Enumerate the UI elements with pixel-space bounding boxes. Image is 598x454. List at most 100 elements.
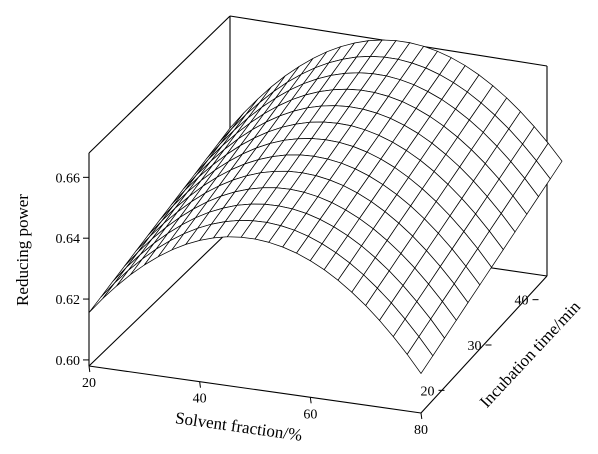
surface-cell xyxy=(273,66,300,92)
surface-cell xyxy=(367,135,393,160)
surface-cell xyxy=(187,164,213,193)
surface-cell xyxy=(245,86,272,115)
surface-cell xyxy=(310,243,336,270)
surface-cell xyxy=(442,283,468,321)
surface-cell xyxy=(208,130,235,160)
surface-cell xyxy=(203,161,229,186)
surface-cell xyxy=(193,185,219,209)
surface-cell xyxy=(262,171,289,188)
surface-cell xyxy=(268,225,295,247)
surface-cell xyxy=(189,170,215,197)
surface-cell xyxy=(337,106,363,126)
surface-cell xyxy=(250,187,277,205)
surface-cell xyxy=(183,212,210,234)
surface-cell xyxy=(220,114,246,144)
surface-cell xyxy=(165,201,192,228)
surface-cell xyxy=(455,92,482,120)
surface-cell xyxy=(404,108,430,134)
surface-cell xyxy=(327,142,354,164)
surface-cell xyxy=(457,120,484,150)
surface-cell xyxy=(439,57,466,83)
surface-cell xyxy=(214,145,241,171)
surface-cell xyxy=(268,111,294,132)
y-tick-label: 20 xyxy=(421,384,435,399)
surface-cell xyxy=(393,319,419,355)
surface-cell xyxy=(236,107,262,134)
surface-cell xyxy=(167,209,194,234)
surface-cell xyxy=(179,193,206,218)
surface-cell xyxy=(159,190,186,221)
y-axis-label: Incubation time/min xyxy=(476,297,585,411)
surface-cell xyxy=(161,192,188,222)
surface-cell xyxy=(331,57,357,76)
z-tick-label: 0.64 xyxy=(56,232,81,247)
surface-cell xyxy=(263,90,290,114)
surface-cell xyxy=(357,176,383,202)
surface-cell xyxy=(342,40,369,60)
surface-cell xyxy=(279,95,306,116)
surface-cell xyxy=(147,205,174,236)
surface-cell xyxy=(219,164,245,186)
surface-cell xyxy=(384,40,410,60)
surface-cell xyxy=(266,99,292,123)
surface-cell xyxy=(241,220,267,239)
surface-cell xyxy=(536,143,562,179)
surface-cell xyxy=(416,91,442,117)
surface-cell xyxy=(244,143,271,164)
surface-cell xyxy=(197,208,224,229)
x-tick-label: 20 xyxy=(82,376,96,391)
surface-cell xyxy=(250,98,276,123)
surface-cell xyxy=(295,106,322,125)
surface-cell xyxy=(427,74,454,100)
surface-cell xyxy=(210,133,237,162)
surface-cell xyxy=(364,113,391,136)
surface-cell xyxy=(371,184,397,212)
surface-cell xyxy=(372,57,399,76)
surface-cell xyxy=(311,122,338,140)
surface-cell xyxy=(294,213,320,237)
surface-cell xyxy=(386,59,412,80)
x-tick xyxy=(88,365,91,373)
surface-cell xyxy=(282,230,309,254)
surface-cell xyxy=(261,82,288,108)
surface-cell xyxy=(307,89,334,108)
surface-cell xyxy=(309,105,336,123)
surface-cell xyxy=(370,40,396,58)
surface-cell xyxy=(325,123,352,143)
surface-cell xyxy=(284,122,310,141)
surface-cell xyxy=(465,248,492,285)
surface-cell xyxy=(358,56,385,74)
surface-cell xyxy=(345,192,372,219)
surface-cell xyxy=(234,172,261,192)
surface-cell xyxy=(304,175,330,197)
surface-cell xyxy=(454,266,480,303)
y-tick-label: 30 xyxy=(468,339,482,354)
surface-cell xyxy=(227,220,253,238)
surface-cell xyxy=(356,40,383,57)
surface-cell xyxy=(467,74,493,103)
floor-left-edge xyxy=(88,229,231,367)
surface-cell xyxy=(198,149,225,177)
surface-cell xyxy=(281,107,308,128)
surface-cell xyxy=(100,267,127,298)
surface-cell xyxy=(138,223,164,252)
surface-cell xyxy=(124,236,150,267)
surface-cell xyxy=(264,187,291,206)
surface-cell xyxy=(171,174,197,205)
surface-cell xyxy=(149,207,176,237)
surface-cell xyxy=(260,155,287,173)
surface-cell xyxy=(341,146,367,169)
x-tick xyxy=(420,412,423,420)
x-tick xyxy=(199,381,201,388)
surface-cell xyxy=(416,284,443,320)
surface-cell xyxy=(223,189,249,209)
surface-cell xyxy=(333,209,360,236)
surface-cell xyxy=(116,259,143,286)
surface-cell xyxy=(230,148,257,170)
axis-ticks: 0.60 0.62 0.64 0.66 20 40 60 80 20 30 40 xyxy=(56,171,539,438)
surface-cell xyxy=(301,51,327,75)
surface-cell xyxy=(317,180,344,203)
surface-cell xyxy=(315,46,341,68)
surface-cell xyxy=(429,99,456,127)
